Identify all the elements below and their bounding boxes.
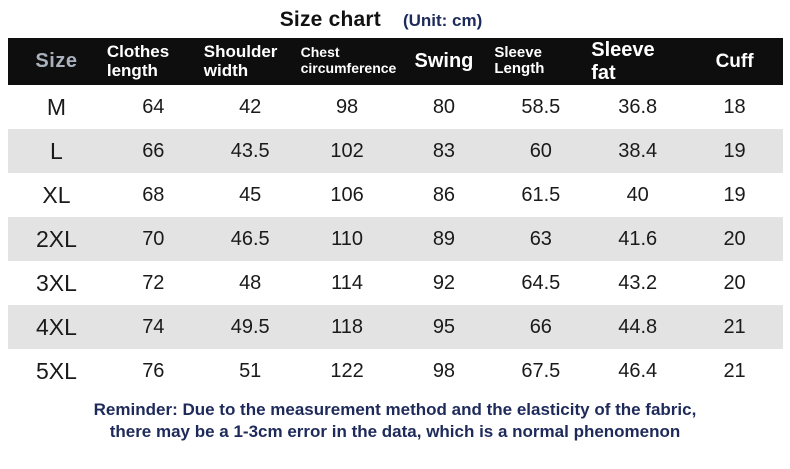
column-header-chest-circumference: Chest circumference — [299, 38, 397, 85]
column-header-label: Size — [35, 50, 78, 73]
page-title-bar: Size chart (Unit: cm) — [0, 0, 776, 38]
size-cell: 2XL — [35, 225, 77, 252]
value-cell: 92 — [432, 271, 456, 294]
column-header-label: Swing — [414, 50, 474, 73]
table-body: M 64 42 98 80 58.5 36.8 18 L 66 43.5 102 83 60 38.4 19 X… — [8, 85, 783, 393]
column-header-sleeve-length: Sleeve Length — [492, 38, 589, 85]
table-row: XL 68 45 106 86 61.5 40 19 — [8, 173, 783, 217]
value-cell: 61.5 — [521, 183, 561, 206]
value-cell: 80 — [432, 95, 456, 118]
size-cell: L — [50, 137, 63, 164]
value-cell: 70 — [142, 227, 165, 250]
column-header-size: Size — [8, 38, 105, 85]
value-cell: 114 — [331, 271, 363, 294]
column-header-label: Shoulder width — [203, 42, 278, 81]
table-row: 5XL 76 51 122 98 67.5 46.4 21 — [8, 349, 783, 393]
value-cell: 86 — [432, 183, 456, 206]
reminder-line-1: Reminder: Due to the measurement method … — [93, 400, 697, 419]
value-cell: 41.6 — [618, 227, 658, 250]
column-header-label: Sleeve Length — [494, 43, 545, 78]
table-row: M 64 42 98 80 58.5 36.8 18 — [8, 85, 783, 129]
reminder-note: Reminder: Due to the measurement method … — [0, 399, 790, 443]
value-cell: 95 — [432, 315, 456, 338]
value-cell: 21 — [723, 359, 746, 382]
column-header-swing: Swing — [396, 38, 493, 85]
value-cell: 63 — [529, 227, 552, 250]
value-cell: 40 — [626, 183, 649, 206]
value-cell: 102 — [330, 139, 364, 162]
value-cell: 19 — [723, 183, 746, 206]
value-cell: 60 — [529, 139, 552, 162]
value-cell: 98 — [335, 95, 359, 118]
column-header-label: Sleeve fat — [591, 39, 655, 84]
value-cell: 46.4 — [618, 359, 658, 382]
value-cell: 45 — [239, 183, 262, 206]
size-cell: 5XL — [35, 357, 77, 384]
value-cell: 44.8 — [618, 315, 658, 338]
value-cell: 64 — [142, 95, 165, 118]
page-title: Size chart — [279, 8, 381, 31]
value-cell: 18 — [723, 95, 746, 118]
value-cell: 43.2 — [618, 271, 658, 294]
value-cell: 83 — [432, 139, 456, 162]
table-row: 4XL 74 49.5 118 95 66 44.8 21 — [8, 305, 783, 349]
value-cell: 76 — [142, 359, 165, 382]
value-cell: 74 — [142, 315, 165, 338]
value-cell: 46.5 — [230, 227, 270, 250]
column-header-shoulder-width: Shoulder width — [202, 38, 299, 85]
size-cell: 4XL — [35, 313, 77, 340]
size-table: Size Clothes length Shoulder width Chest ci… — [8, 38, 783, 393]
column-header-clothes-length: Clothes length — [105, 38, 202, 85]
value-cell: 21 — [723, 315, 746, 338]
value-cell: 20 — [723, 227, 746, 250]
value-cell: 64.5 — [521, 271, 561, 294]
column-header-label: Chest circumference — [300, 44, 397, 76]
value-cell: 66 — [529, 315, 552, 338]
value-cell: 106 — [330, 183, 364, 206]
size-cell: M — [46, 93, 67, 120]
column-header-cuff: Cuff — [686, 38, 783, 85]
value-cell: 51 — [239, 359, 262, 382]
value-cell: 72 — [142, 271, 165, 294]
value-cell: 36.8 — [618, 95, 658, 118]
value-cell: 89 — [432, 227, 456, 250]
size-cell: 3XL — [35, 269, 77, 296]
value-cell: 110 — [331, 227, 363, 250]
table-head: Size Clothes length Shoulder width Chest ci… — [8, 38, 783, 85]
value-cell: 49.5 — [230, 315, 270, 338]
value-cell: 48 — [239, 271, 262, 294]
value-cell: 43.5 — [230, 139, 270, 162]
value-cell: 38.4 — [618, 139, 658, 162]
column-header-label: Cuff — [715, 50, 754, 72]
unit-label: (Unit: cm) — [402, 11, 483, 30]
value-cell: 122 — [330, 359, 364, 382]
column-header-sleeve-fat: Sleeve fat — [589, 38, 686, 85]
column-header-label: Clothes length — [106, 42, 170, 81]
value-cell: 67.5 — [521, 359, 561, 382]
table-row: L 66 43.5 102 83 60 38.4 19 — [8, 129, 783, 173]
value-cell: 19 — [723, 139, 746, 162]
value-cell: 66 — [142, 139, 165, 162]
value-cell: 118 — [331, 315, 363, 338]
value-cell: 20 — [723, 271, 746, 294]
table-row: 3XL 72 48 114 92 64.5 43.2 20 — [8, 261, 783, 305]
header-row: Size Clothes length Shoulder width Chest ci… — [8, 38, 783, 85]
size-cell: XL — [42, 181, 71, 208]
value-cell: 68 — [142, 183, 165, 206]
table-row: 2XL 70 46.5 110 89 63 41.6 20 — [8, 217, 783, 261]
reminder-line-2: there may be a 1-3cm error in the data, … — [109, 422, 681, 442]
value-cell: 58.5 — [521, 95, 561, 118]
value-cell: 42 — [239, 95, 262, 118]
value-cell: 98 — [432, 359, 456, 382]
